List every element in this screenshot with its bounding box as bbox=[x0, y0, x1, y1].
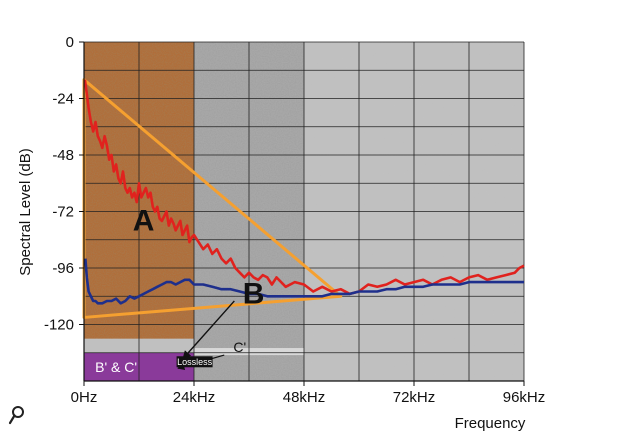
y-tick-label: -24 bbox=[52, 91, 74, 108]
label-b: B bbox=[243, 277, 265, 310]
x-tick-label: 72kHz bbox=[393, 389, 436, 406]
arrow-b bbox=[182, 300, 235, 360]
y-tick-label: -72 bbox=[52, 204, 74, 221]
x-tick-label: 0Hz bbox=[71, 389, 98, 406]
label-a: A bbox=[133, 204, 155, 237]
y-tick-label: 0 bbox=[66, 34, 74, 51]
y-tick-label: -120 bbox=[44, 317, 74, 334]
red-series-line bbox=[83, 79, 525, 296]
y-tick-label: -48 bbox=[52, 147, 74, 164]
annotation-layer: A B C' Lossless B' & C' bbox=[95, 204, 264, 375]
x-tick-label: 24kHz bbox=[173, 389, 216, 406]
x-tick-label: 96kHz bbox=[503, 389, 546, 406]
label-lossless: Lossless bbox=[177, 357, 213, 367]
series-layer bbox=[83, 79, 525, 305]
label-b-and-c-prime: B' & C' bbox=[95, 359, 137, 375]
lossless-badge bbox=[176, 356, 213, 368]
label-c-prime: C' bbox=[233, 339, 246, 355]
blue-series-line bbox=[84, 258, 524, 305]
axis-layer: 0 -24 -48 -72 -96 -120 0Hz 24kHz 48kHz 72kHz 96kHz bbox=[44, 34, 545, 406]
x-axis-title: Frequency bbox=[455, 415, 526, 432]
y-axis-title: Spectral Level (dB) bbox=[17, 148, 34, 276]
y-tick-label: -96 bbox=[52, 260, 74, 277]
magnifier-icon bbox=[8, 406, 24, 425]
x-tick-label: 48kHz bbox=[283, 389, 326, 406]
